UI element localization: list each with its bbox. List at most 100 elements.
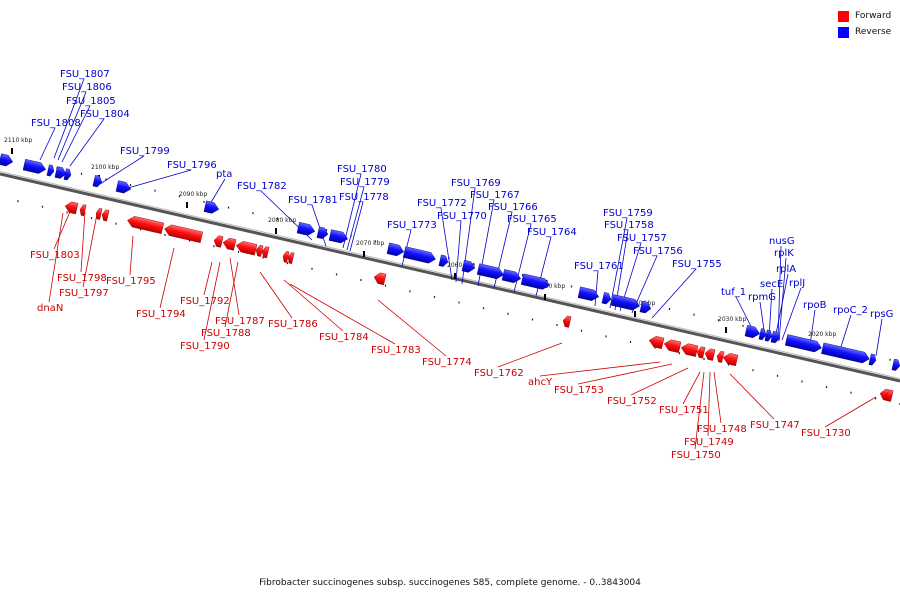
forward-gene-label[interactable]: FSU_1751 — [659, 405, 709, 416]
reverse-gene-label[interactable]: FSU_1770 — [437, 211, 487, 222]
forward-gene-label[interactable]: FSU_1784 — [319, 332, 369, 343]
reverse-gene-label[interactable]: rpoB — [803, 300, 827, 311]
reverse-gene-label[interactable]: rpoC_2 — [833, 305, 868, 316]
forward-gene-arrow[interactable] — [261, 246, 270, 259]
reverse-gene-arrow[interactable] — [402, 246, 437, 265]
forward-gene-arrow[interactable] — [648, 335, 665, 350]
reverse-gene-label[interactable]: FSU_1764 — [527, 227, 577, 238]
reverse-gene-arrow[interactable] — [0, 153, 14, 168]
reverse-gene-arrow[interactable] — [639, 300, 652, 314]
forward-gene-label[interactable]: FSU_1798 — [57, 273, 107, 284]
reverse-gene-arrow[interactable] — [115, 180, 132, 195]
reverse-gene-label[interactable]: rplA — [776, 264, 796, 275]
forward-gene-label[interactable]: FSU_1794 — [136, 309, 186, 320]
reverse-gene-label[interactable]: rplK — [774, 248, 794, 259]
reverse-gene-label[interactable]: FSU_1805 — [66, 96, 116, 107]
reverse-gene-arrow[interactable] — [476, 263, 505, 281]
reverse-gene-arrow[interactable] — [328, 229, 349, 245]
reverse-gene-label[interactable]: FSU_1757 — [617, 233, 667, 244]
forward-gene-arrow[interactable] — [704, 348, 716, 361]
reverse-gene-arrow[interactable] — [758, 328, 767, 341]
forward-gene-arrow[interactable] — [255, 244, 264, 257]
reverse-gene-label[interactable]: pta — [216, 169, 232, 180]
forward-gene-arrow[interactable] — [885, 389, 894, 402]
reverse-gene-arrow[interactable] — [54, 166, 67, 180]
reverse-gene-arrow[interactable] — [744, 325, 761, 339]
reverse-gene-label[interactable]: FSU_1755 — [672, 259, 722, 270]
reverse-gene-label[interactable]: FSU_1759 — [603, 208, 653, 219]
reverse-gene-arrow[interactable] — [520, 273, 551, 291]
forward-gene-label[interactable]: FSU_1752 — [607, 396, 657, 407]
reverse-gene-arrow[interactable] — [770, 330, 781, 344]
reverse-gene-label[interactable]: FSU_1796 — [167, 160, 217, 171]
forward-gene-label[interactable]: dnaN — [37, 303, 63, 314]
forward-gene-arrow[interactable] — [282, 251, 290, 263]
reverse-gene-label[interactable]: FSU_1780 — [337, 164, 387, 175]
forward-gene-label[interactable]: FSU_1762 — [474, 368, 524, 379]
reverse-gene-label[interactable]: FSU_1772 — [417, 198, 467, 209]
reverse-gene-label[interactable]: FSU_1758 — [604, 220, 654, 231]
reverse-gene-arrow[interactable] — [46, 164, 55, 177]
reverse-gene-label[interactable]: FSU_1761 — [574, 261, 624, 272]
forward-gene-label[interactable]: ahcY — [528, 377, 553, 388]
forward-gene-arrow[interactable] — [95, 208, 103, 220]
reverse-gene-label[interactable]: FSU_1807 — [60, 69, 110, 80]
reverse-gene-arrow[interactable] — [501, 269, 522, 284]
forward-gene-arrow[interactable] — [163, 223, 203, 243]
forward-gene-arrow[interactable] — [79, 204, 87, 217]
reverse-gene-label[interactable]: rplJ — [789, 278, 805, 289]
reverse-gene-label[interactable]: nusG — [769, 236, 795, 247]
reverse-gene-arrow[interactable] — [92, 175, 103, 188]
forward-gene-arrow[interactable] — [64, 201, 79, 215]
reverse-gene-label[interactable]: FSU_1799 — [120, 146, 170, 157]
forward-gene-label[interactable]: FSU_1753 — [554, 385, 604, 396]
forward-gene-label[interactable]: FSU_1788 — [201, 328, 251, 339]
reverse-gene-label[interactable]: rpsG — [870, 309, 893, 320]
forward-gene-label[interactable]: FSU_1797 — [59, 288, 109, 299]
forward-gene-arrow[interactable] — [722, 352, 739, 367]
reverse-gene-arrow[interactable] — [296, 221, 316, 237]
reverse-gene-arrow[interactable] — [601, 292, 612, 305]
forward-gene-label[interactable]: FSU_1750 — [671, 450, 721, 461]
reverse-gene-label[interactable]: secE — [760, 279, 783, 290]
forward-gene-arrow[interactable] — [222, 237, 237, 251]
forward-gene-label[interactable]: FSU_1787 — [215, 316, 265, 327]
reverse-gene-label[interactable]: FSU_1804 — [80, 109, 130, 120]
reverse-gene-label[interactable]: rpmG — [748, 292, 776, 303]
reverse-gene-arrow[interactable] — [868, 353, 877, 366]
reverse-gene-label[interactable]: FSU_1766 — [488, 202, 538, 213]
forward-gene-arrow[interactable] — [101, 209, 110, 222]
reverse-gene-arrow[interactable] — [461, 259, 476, 273]
forward-gene-arrow[interactable] — [696, 346, 706, 359]
reverse-gene-label[interactable]: FSU_1806 — [62, 82, 112, 93]
reverse-gene-label[interactable]: FSU_1756 — [633, 246, 683, 257]
forward-gene-label[interactable]: FSU_1795 — [106, 276, 156, 287]
reverse-gene-arrow[interactable] — [63, 168, 72, 181]
reverse-gene-arrow[interactable] — [577, 286, 600, 302]
reverse-gene-arrow[interactable] — [610, 294, 641, 311]
reverse-gene-arrow[interactable] — [316, 226, 329, 240]
forward-gene-label[interactable]: FSU_1783 — [371, 345, 421, 356]
forward-gene-arrow[interactable] — [562, 315, 572, 328]
reverse-gene-label[interactable]: FSU_1781 — [288, 195, 338, 206]
reverse-gene-arrow[interactable] — [784, 334, 823, 354]
reverse-gene-label[interactable]: tuf_1 — [721, 287, 746, 298]
reverse-gene-arrow[interactable] — [764, 329, 773, 342]
forward-gene-label[interactable]: FSU_1774 — [422, 357, 472, 368]
forward-gene-arrow[interactable] — [287, 252, 295, 264]
forward-gene-label[interactable]: FSU_1792 — [180, 296, 230, 307]
forward-gene-arrow[interactable] — [373, 272, 387, 286]
forward-gene-arrow[interactable] — [680, 342, 699, 357]
forward-gene-label[interactable]: FSU_1747 — [750, 420, 800, 431]
forward-gene-label[interactable]: FSU_1786 — [268, 319, 318, 330]
forward-gene-arrow[interactable] — [663, 338, 682, 353]
reverse-gene-label[interactable]: FSU_1782 — [237, 181, 287, 192]
forward-gene-arrow[interactable] — [235, 240, 258, 256]
forward-gene-arrow[interactable] — [716, 350, 725, 363]
forward-gene-label[interactable]: FSU_1730 — [801, 428, 851, 439]
forward-gene-arrow[interactable] — [213, 235, 224, 248]
reverse-gene-label[interactable]: FSU_1773 — [387, 220, 437, 231]
reverse-gene-arrow[interactable] — [821, 342, 870, 364]
reverse-gene-arrow[interactable] — [22, 158, 47, 175]
reverse-gene-label[interactable]: FSU_1767 — [470, 190, 520, 201]
